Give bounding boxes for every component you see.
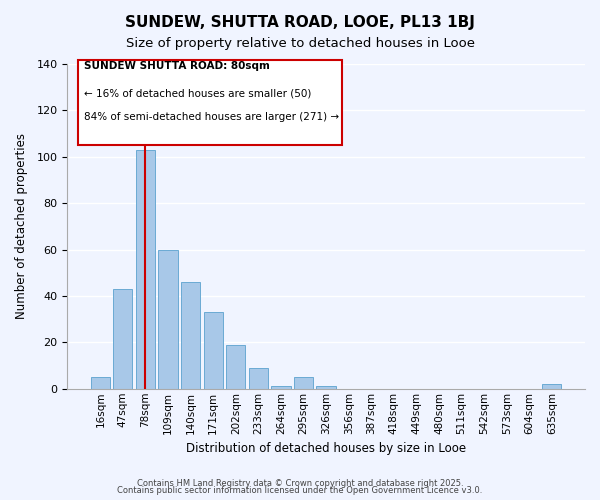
Bar xyxy=(158,250,178,389)
Text: SUNDEW, SHUTTA ROAD, LOOE, PL13 1BJ: SUNDEW, SHUTTA ROAD, LOOE, PL13 1BJ xyxy=(125,15,475,30)
Bar xyxy=(542,384,562,389)
Bar xyxy=(271,386,290,389)
Text: 84% of semi-detached houses are larger (271) →: 84% of semi-detached houses are larger (… xyxy=(84,112,339,122)
Bar xyxy=(316,386,335,389)
Bar xyxy=(136,150,155,389)
Text: Contains public sector information licensed under the Open Government Licence v3: Contains public sector information licen… xyxy=(118,486,482,495)
Bar xyxy=(203,312,223,389)
X-axis label: Distribution of detached houses by size in Looe: Distribution of detached houses by size … xyxy=(186,442,466,455)
Y-axis label: Number of detached properties: Number of detached properties xyxy=(15,134,28,320)
Bar xyxy=(181,282,200,389)
Bar xyxy=(226,344,245,389)
Bar xyxy=(91,377,110,389)
Text: SUNDEW SHUTTA ROAD: 80sqm: SUNDEW SHUTTA ROAD: 80sqm xyxy=(84,61,270,71)
Text: ← 16% of detached houses are smaller (50): ← 16% of detached houses are smaller (50… xyxy=(84,88,311,99)
Bar xyxy=(249,368,268,389)
Bar xyxy=(113,289,133,389)
Bar xyxy=(294,377,313,389)
Text: Contains HM Land Registry data © Crown copyright and database right 2025.: Contains HM Land Registry data © Crown c… xyxy=(137,478,463,488)
Text: Size of property relative to detached houses in Looe: Size of property relative to detached ho… xyxy=(125,38,475,51)
